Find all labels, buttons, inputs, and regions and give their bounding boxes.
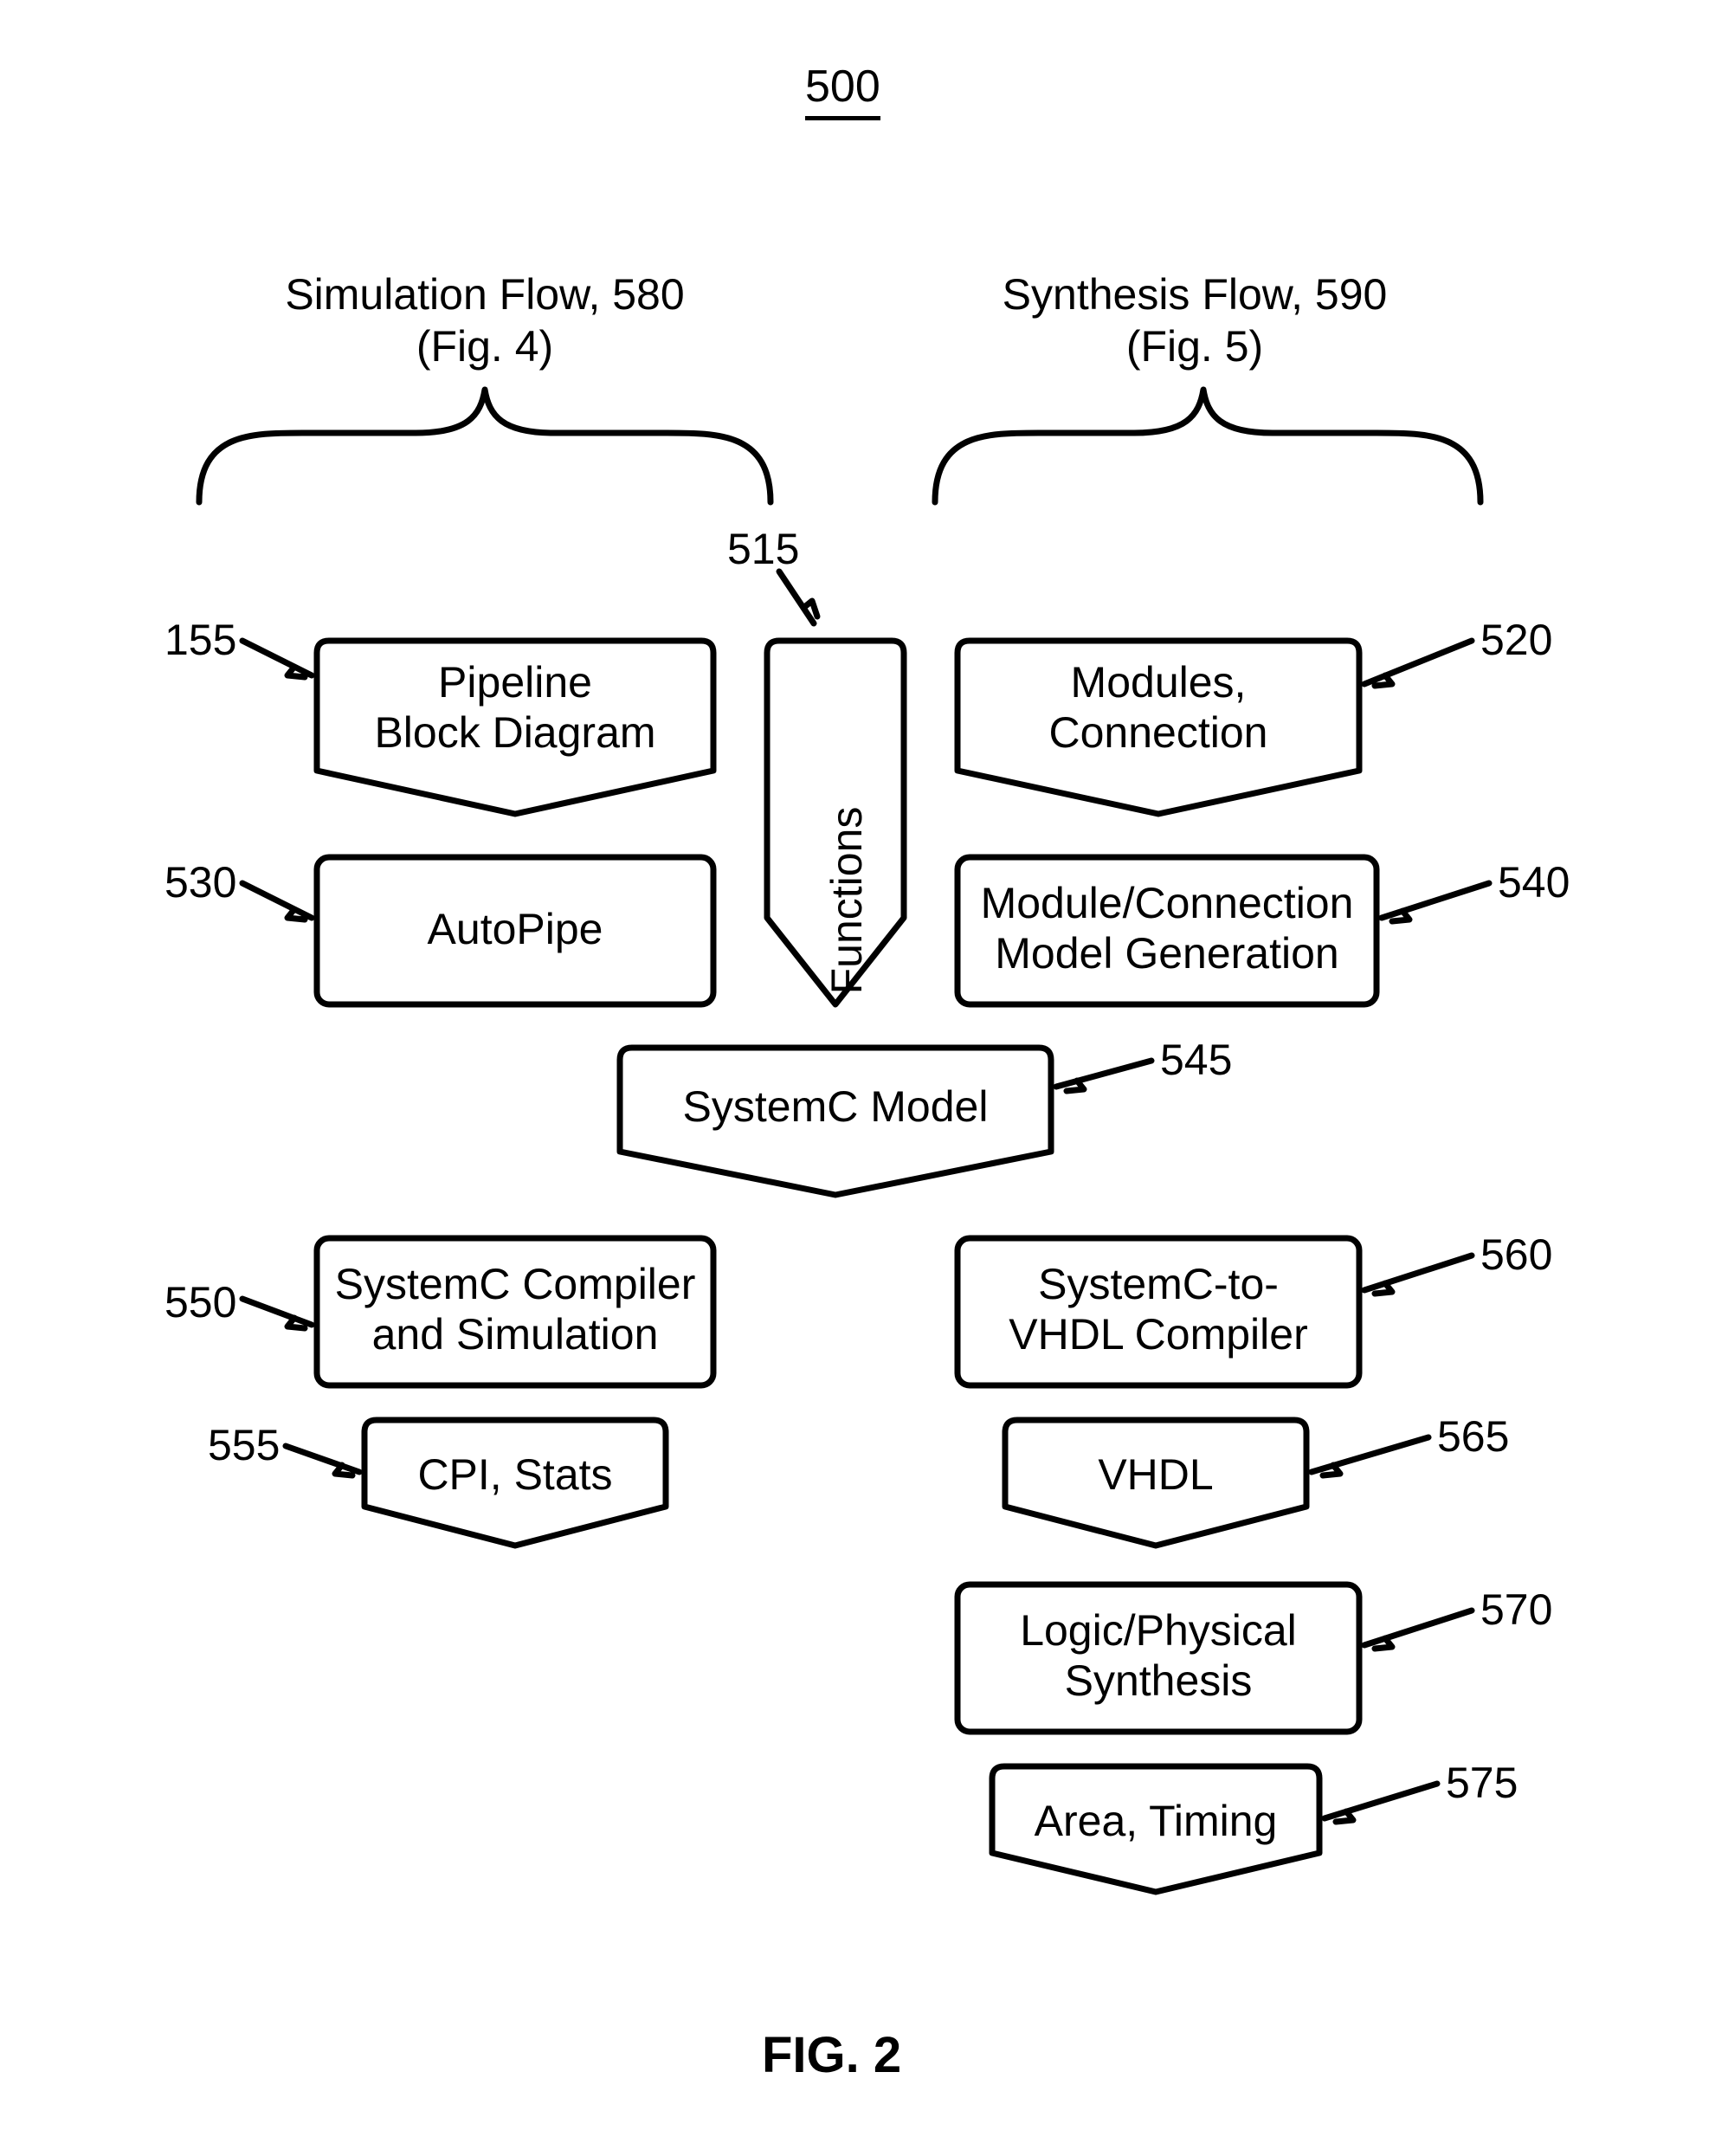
ref-520: 520	[1480, 615, 1552, 665]
scsim-text: SystemC Compiler and Simulation	[317, 1260, 713, 1359]
logphys-text: Logic/Physical Synthesis	[957, 1606, 1359, 1706]
leader-545	[1056, 1061, 1151, 1091]
modules-text: Modules, Connection	[957, 658, 1359, 758]
cpi-text: CPI, Stats	[364, 1450, 666, 1501]
ref-570: 570	[1480, 1585, 1552, 1635]
autopipe-text: AutoPipe	[317, 905, 713, 955]
ref-550: 550	[164, 1277, 236, 1327]
diagram-canvas: 500 Simulation Flow, 580 (Fig. 4) Synthe…	[0, 0, 1728, 2156]
leader-565	[1312, 1437, 1428, 1475]
ref-555: 555	[208, 1420, 280, 1470]
brace-syn	[935, 390, 1480, 502]
leader-515	[779, 571, 817, 623]
leader-540	[1382, 883, 1489, 921]
modconn-text: Module/Connection Model Generation	[957, 879, 1377, 978]
leader-520	[1364, 641, 1472, 686]
brace-sim	[199, 390, 771, 502]
leader-575	[1325, 1784, 1437, 1822]
leader-570	[1364, 1611, 1472, 1649]
leader-550	[242, 1299, 312, 1328]
ref-575: 575	[1446, 1758, 1518, 1808]
leader-155	[242, 641, 312, 677]
figure-caption: FIG. 2	[762, 2026, 901, 2084]
area-text: Area, Timing	[992, 1797, 1319, 1847]
systemc-text: SystemC Model	[620, 1082, 1051, 1133]
ref-540: 540	[1498, 857, 1570, 907]
leader-530	[242, 883, 312, 920]
ref-515: 515	[727, 524, 799, 574]
diagram-svg: Functions	[0, 0, 1728, 2156]
ref-560: 560	[1480, 1230, 1552, 1280]
ref-565: 565	[1437, 1411, 1509, 1462]
functions-text: Functions	[822, 807, 871, 995]
scvhdl-text: SystemC-to- VHDL Compiler	[957, 1260, 1359, 1359]
leader-555	[286, 1446, 359, 1475]
ref-545: 545	[1160, 1035, 1232, 1085]
vhdl-text: VHDL	[1005, 1450, 1306, 1501]
ref-530: 530	[164, 857, 236, 907]
pipeline-text: Pipeline Block Diagram	[317, 658, 713, 758]
leader-560	[1364, 1256, 1472, 1294]
ref-155: 155	[164, 615, 236, 665]
